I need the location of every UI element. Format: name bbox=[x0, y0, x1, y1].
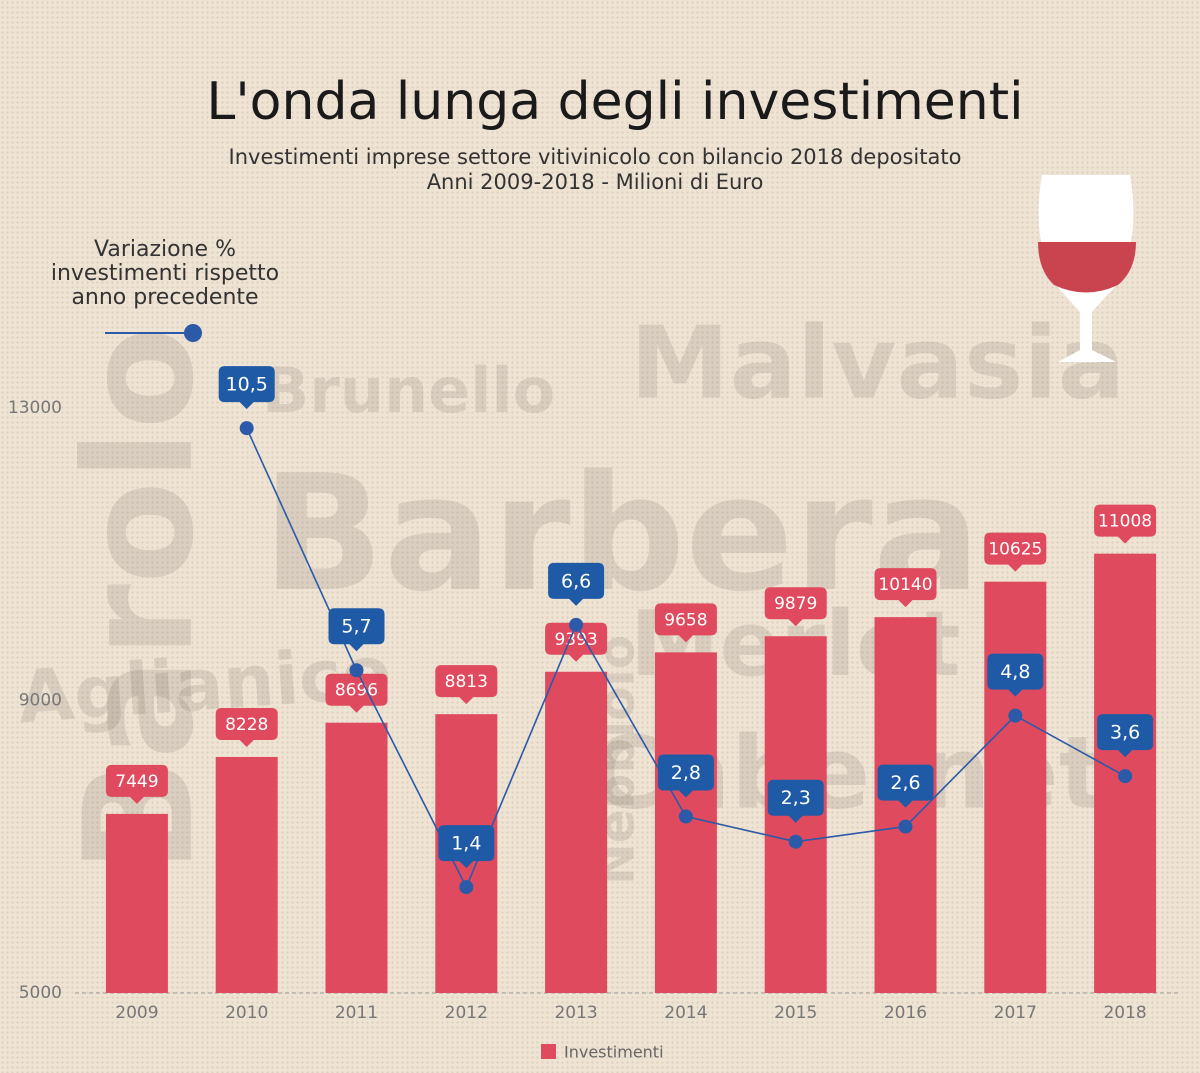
wine-glass-icon bbox=[1038, 175, 1136, 362]
x-tick-label: 2017 bbox=[994, 1003, 1037, 1023]
legend-swatch bbox=[541, 1044, 556, 1059]
bar-label-box bbox=[984, 532, 1047, 572]
line-point bbox=[239, 421, 254, 436]
line-label: 4,8 bbox=[1000, 661, 1030, 683]
bar-label-box bbox=[325, 673, 388, 713]
plot-area: 5000 9000 13000 2009 2010 2011 2012 2013 2014 201… bbox=[8, 366, 1157, 1023]
line-label: 5,7 bbox=[341, 616, 371, 638]
line-point bbox=[349, 663, 364, 678]
line-label-box bbox=[548, 562, 605, 606]
line-point bbox=[788, 834, 803, 849]
chart-title: L'onda lunga degli investimenti bbox=[206, 72, 1023, 132]
line-label-box bbox=[657, 754, 714, 798]
bar-label: 8813 bbox=[445, 672, 488, 692]
bar-label: 9879 bbox=[774, 594, 817, 614]
line-label: 6,6 bbox=[561, 570, 591, 592]
line-label-box bbox=[987, 653, 1044, 697]
x-tick-label: 2018 bbox=[1103, 1003, 1146, 1023]
line-label: 2,3 bbox=[781, 787, 811, 809]
bar bbox=[325, 722, 388, 993]
line-label-box bbox=[328, 608, 385, 652]
x-tick-label: 2009 bbox=[115, 1003, 158, 1023]
bar-label-box bbox=[435, 665, 498, 705]
bar-label: 10140 bbox=[878, 575, 932, 595]
bar-label: 9393 bbox=[554, 630, 597, 650]
legend-label: Variazione % investimenti rispetto anno … bbox=[50, 237, 280, 310]
bar bbox=[105, 813, 168, 993]
line-label-box bbox=[877, 764, 934, 808]
x-tick-label: 2014 bbox=[664, 1003, 707, 1023]
legend-line-swatch bbox=[184, 324, 202, 342]
line-label: 10,5 bbox=[226, 374, 268, 396]
bar-label: 8228 bbox=[225, 715, 268, 735]
watermark-word: Barbera bbox=[262, 440, 981, 627]
bar-label-box bbox=[874, 568, 937, 608]
line-point bbox=[569, 617, 584, 632]
bar-label-box bbox=[764, 587, 827, 627]
chart-subtitle: Investimenti imprese settore vitivinicol… bbox=[229, 145, 962, 169]
line-point bbox=[1118, 769, 1133, 784]
bar-label: 11008 bbox=[1098, 512, 1152, 532]
bar-label: 8696 bbox=[335, 681, 378, 701]
bar-label: 10625 bbox=[988, 540, 1042, 560]
line-point bbox=[1008, 708, 1023, 723]
bar bbox=[545, 671, 608, 993]
line-label-box bbox=[438, 825, 495, 869]
line-point bbox=[678, 809, 693, 824]
x-tick-label: 2015 bbox=[774, 1003, 817, 1023]
bar-label-box bbox=[1094, 504, 1157, 544]
bar-label: 9658 bbox=[664, 610, 707, 630]
line-label-box bbox=[767, 779, 824, 823]
line-label-box bbox=[1097, 714, 1154, 758]
watermark-word: Brunello bbox=[262, 354, 555, 427]
x-tick-label: 2013 bbox=[554, 1003, 597, 1023]
bar-label-box bbox=[654, 603, 717, 643]
chart-subtitle: Anni 2009-2018 - Milioni di Euro bbox=[427, 170, 764, 194]
line-label: 2,8 bbox=[671, 762, 701, 784]
line-label: 2,6 bbox=[890, 772, 920, 794]
x-tick-label: 2016 bbox=[884, 1003, 927, 1023]
x-tick-label: 2012 bbox=[445, 1003, 488, 1023]
line-point bbox=[898, 819, 913, 834]
x-tick-label: 2011 bbox=[335, 1003, 378, 1023]
bar-label-box bbox=[215, 707, 278, 747]
bar bbox=[984, 581, 1047, 993]
line-label: 1,4 bbox=[451, 833, 481, 855]
line-label: 3,6 bbox=[1110, 722, 1140, 744]
bar-label: 7449 bbox=[115, 772, 158, 792]
watermark-word: Malvasia bbox=[630, 304, 1125, 421]
legend-label: Investimenti bbox=[564, 1043, 664, 1062]
y-tick-label: 5000 bbox=[19, 983, 62, 1003]
bar bbox=[215, 756, 278, 993]
line-point bbox=[459, 880, 474, 895]
y-tick-label: 13000 bbox=[8, 398, 62, 418]
bar-label-box bbox=[105, 764, 168, 804]
y-tick-label: 9000 bbox=[19, 691, 62, 711]
line-label-box bbox=[218, 366, 275, 410]
x-tick-label: 2010 bbox=[225, 1003, 268, 1023]
